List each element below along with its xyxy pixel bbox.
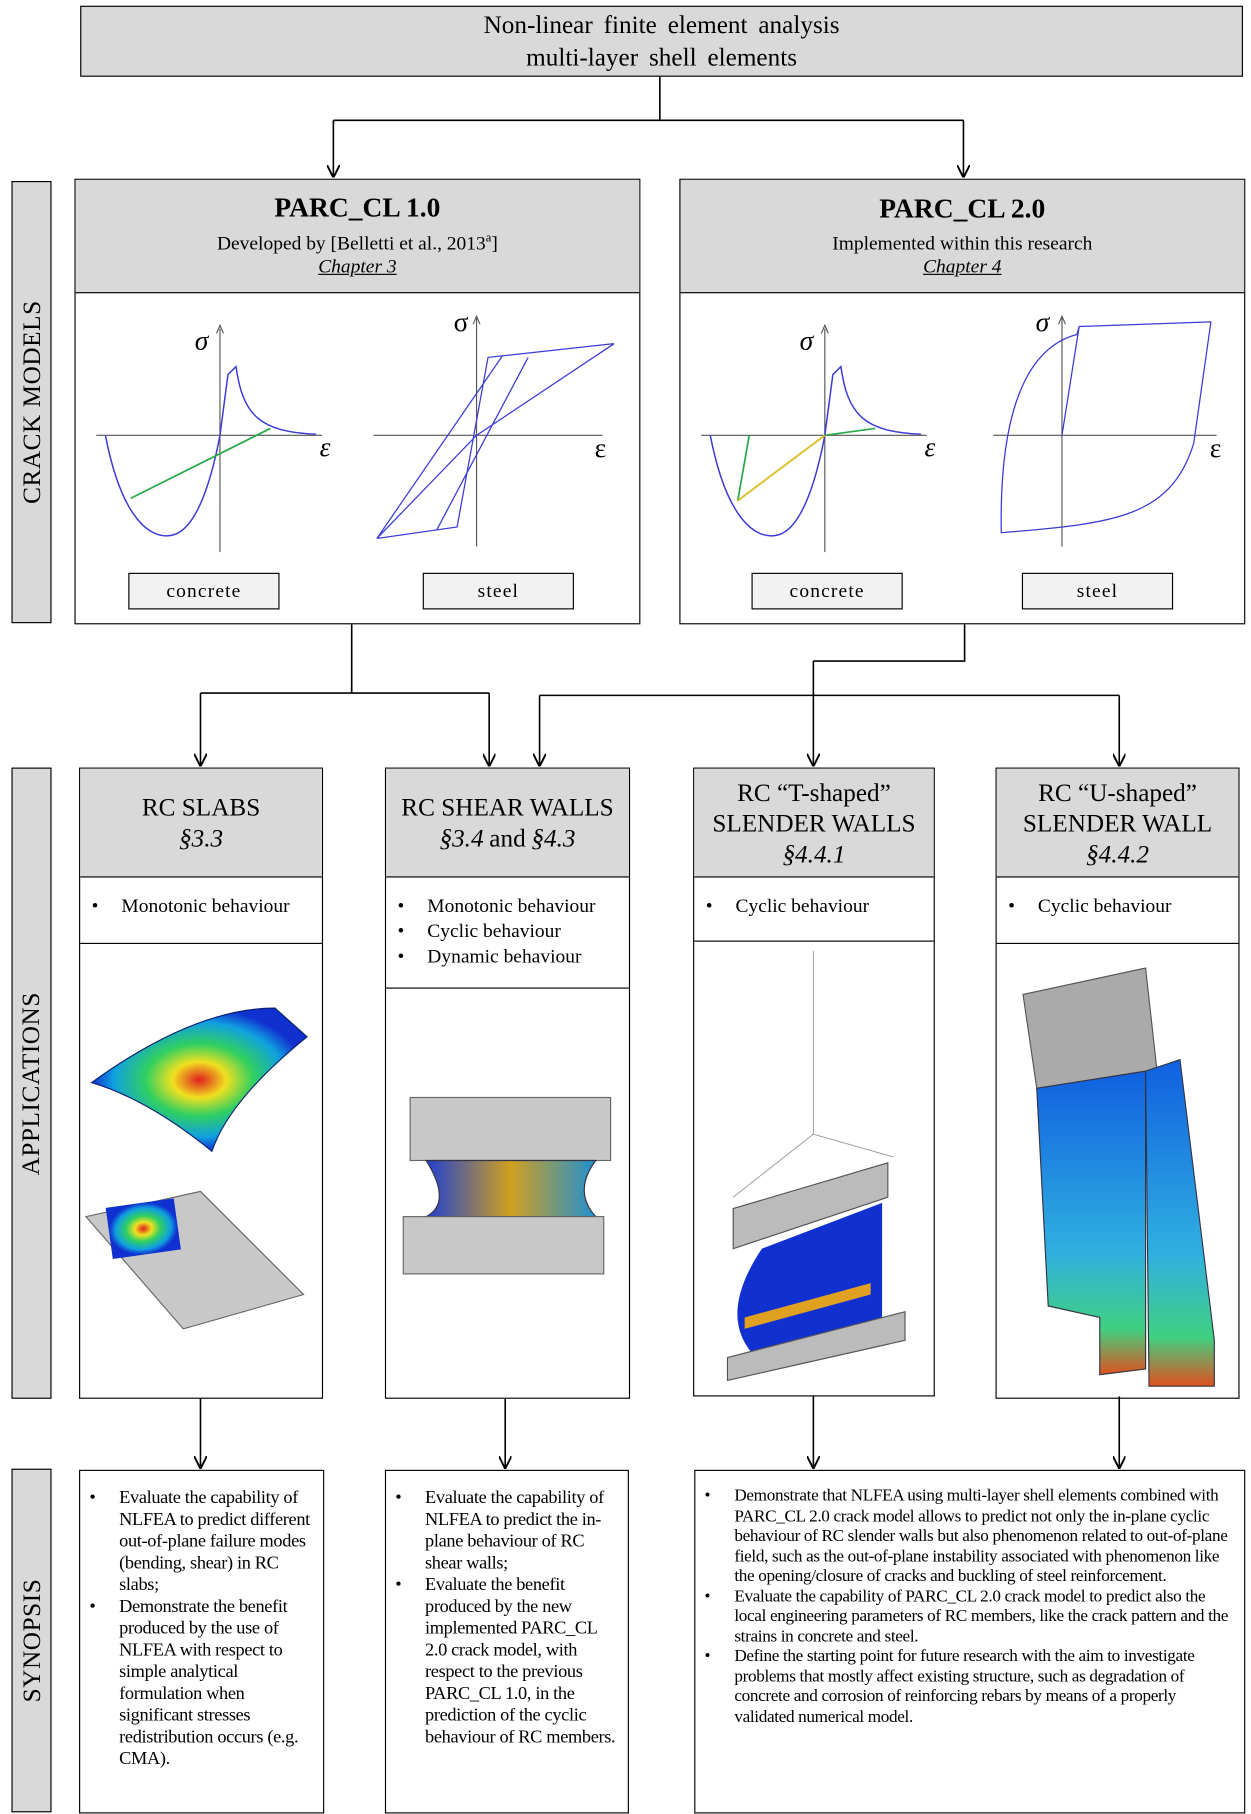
subtitle-text: Developed by [Belletti et al., 2013 <box>217 232 486 254</box>
application-title: RC “U-shaped” <box>1038 776 1197 807</box>
header: Non-linear finite element analysis multi… <box>80 6 1243 77</box>
application-section: §4.4.2 <box>1086 838 1149 869</box>
synopsis-item: Evaluate the benefit produced by the new… <box>425 1574 616 1748</box>
y-symbol: σ <box>800 326 814 357</box>
crack-model: PARC_CL 2.0 Implemented within this rese… <box>679 179 1245 625</box>
synopsis-item: Evaluate the capability of NLFEA to pred… <box>425 1487 616 1574</box>
header-line: multi-layer shell elements <box>526 41 797 73</box>
behaviours: Cyclic behaviour <box>694 878 933 942</box>
synopsis-list: Evaluate the capability of NLFEA to pred… <box>80 1487 323 1770</box>
application-header: RC “U-shaped”SLENDER WALL§4.4.2 <box>997 769 1239 878</box>
synopsis-item: Demonstrate that NLFEA using multi-layer… <box>734 1487 1232 1587</box>
synopsis-box: Demonstrate that NLFEA using multi-layer… <box>694 1470 1245 1814</box>
subtitle-end: ] <box>491 232 497 254</box>
row-label-box: SYNOPSIS <box>11 1469 51 1813</box>
behaviours: Monotonic behaviour <box>80 878 322 944</box>
row-label-box: APPLICATIONS <box>11 768 51 1399</box>
diagram: Non-linear finite element analysis multi… <box>0 0 1251 1800</box>
application-title: RC SLABS <box>142 792 260 823</box>
application: RC “T-shaped”SLENDER WALLS§4.4.1 Cyclic b… <box>693 768 935 1397</box>
application-section: §4.4.1 <box>782 838 845 869</box>
behaviours: Cyclic behaviour <box>997 878 1239 944</box>
synopsis-box: Evaluate the capability of NLFEA to pred… <box>385 1470 629 1814</box>
synopsis-item: Evaluate the capability of NLFEA to pred… <box>119 1487 311 1596</box>
application: RC SLABS§3.3 Monotonic behaviour <box>79 768 323 1399</box>
crack-model-header: PARC_CL 2.0 Implemented within this rese… <box>680 180 1244 293</box>
header-line: Non-linear finite element analysis <box>484 9 840 41</box>
section-part: §4.4.2 <box>1086 839 1149 868</box>
crack-model-subtitle: Implemented within this research <box>832 232 1092 255</box>
x-symbol: ε <box>1210 434 1222 465</box>
synopsis-list: Demonstrate that NLFEA using multi-layer… <box>695 1487 1244 1728</box>
behaviour-list: Monotonic behaviourCyclic behaviourDynam… <box>386 894 629 970</box>
behaviours: Monotonic behaviourCyclic behaviourDynam… <box>386 878 629 989</box>
behaviour: Cyclic behaviour <box>427 919 617 944</box>
crack-model-chapter: Chapter 4 <box>923 255 1001 278</box>
section-part: §4.4.1 <box>782 839 845 868</box>
application-header: RC “T-shaped”SLENDER WALLS§4.4.1 <box>694 769 933 878</box>
connector <box>333 77 963 121</box>
crack-model-title: PARC_CL 1.0 <box>274 194 440 225</box>
behaviour: Monotonic behaviour <box>427 894 617 919</box>
steel-graph <box>988 306 1234 552</box>
crack-model: PARC_CL 1.0 Developed by [Belletti et al… <box>74 179 640 625</box>
crack-model-subtitle: Developed by [Belletti et al., 2013a] <box>217 232 498 256</box>
x-symbol: ε <box>320 433 331 464</box>
synopsis-item: Evaluate the capability of PARC_CL 2.0 c… <box>734 1587 1232 1647</box>
row-label: APPLICATIONS <box>17 991 47 1174</box>
crack-model-header: PARC_CL 1.0 Developed by [Belletti et al… <box>76 180 640 293</box>
y-symbol: σ <box>195 326 209 357</box>
synopsis-item: Demonstrate the benefit produced by the … <box>119 1596 311 1770</box>
application-header: RC SLABS§3.3 <box>80 769 322 878</box>
behaviour: Cyclic behaviour <box>1038 894 1227 919</box>
concrete-graph <box>692 312 944 558</box>
application: RC “U-shaped”SLENDER WALL§4.4.2 Cyclic be… <box>996 768 1240 1399</box>
behaviour: Cyclic behaviour <box>735 894 922 919</box>
synopsis-list: Evaluate the capability of NLFEA to pred… <box>386 1487 628 1748</box>
application-section: §3.3 <box>179 823 223 854</box>
x-symbol: ε <box>595 434 607 465</box>
x-symbol: ε <box>924 433 935 464</box>
behaviour: Monotonic behaviour <box>121 894 310 919</box>
material-label: steel <box>423 573 574 610</box>
steel-graph <box>368 306 626 552</box>
section-part: §4.3 <box>531 824 575 853</box>
section-part: §3.3 <box>179 824 223 853</box>
behaviour: Dynamic behaviour <box>427 944 617 969</box>
application-title: SLENDER WALL <box>1023 807 1212 838</box>
section-part: §3.4 <box>439 824 483 853</box>
synopsis-box: Evaluate the capability of NLFEA to pred… <box>79 1470 324 1814</box>
section-part: and <box>489 824 525 853</box>
crack-model-title: PARC_CL 2.0 <box>879 194 1045 225</box>
behaviour-list: Cyclic behaviour <box>694 894 933 919</box>
concrete-graph <box>87 312 339 558</box>
material-label: concrete <box>752 573 903 610</box>
connector <box>200 623 1119 695</box>
behaviour-list: Cyclic behaviour <box>997 894 1239 919</box>
row-label: SYNOPSIS <box>17 1579 47 1703</box>
application-title: SLENDER WALLS <box>712 807 915 838</box>
row-label: CRACK MODELS <box>17 300 47 504</box>
crack-model-chapter: Chapter 3 <box>318 255 396 278</box>
y-symbol: σ <box>454 308 469 339</box>
material-label: steel <box>1022 573 1173 610</box>
row-label-box: CRACK MODELS <box>11 181 51 623</box>
synopsis-item: Define the starting point for future res… <box>734 1647 1232 1727</box>
material-label: concrete <box>128 573 279 610</box>
application-title: RC SHEAR WALLS <box>401 792 613 823</box>
y-symbol: σ <box>1036 308 1050 339</box>
behaviour-list: Monotonic behaviour <box>80 894 322 919</box>
application-title: RC “T-shaped” <box>737 776 891 807</box>
